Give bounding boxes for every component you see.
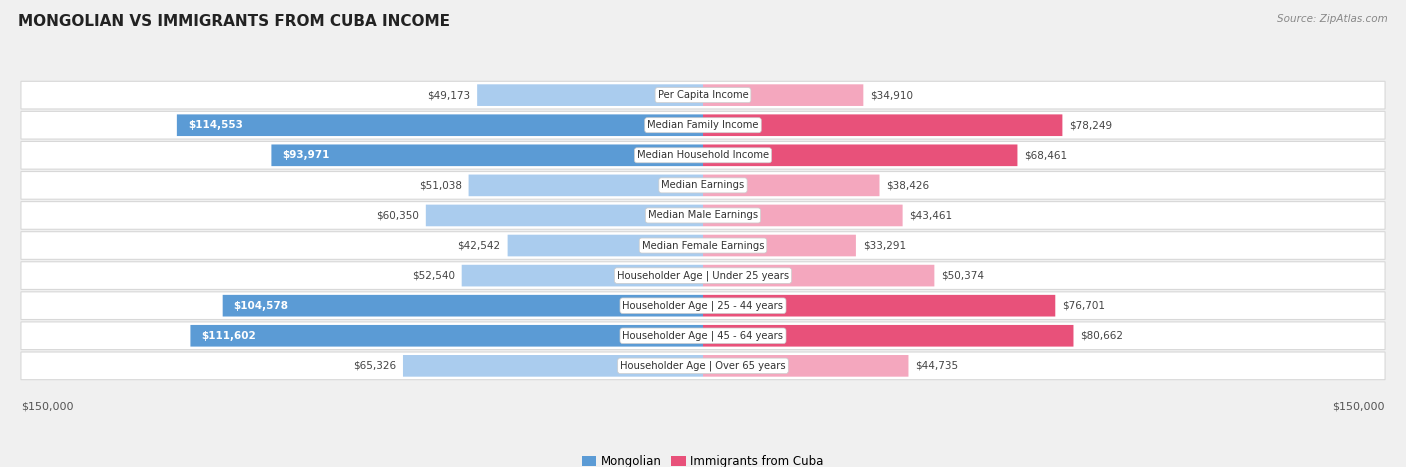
Text: Median Earnings: Median Earnings	[661, 180, 745, 191]
FancyBboxPatch shape	[21, 142, 1385, 169]
FancyBboxPatch shape	[21, 322, 1385, 350]
FancyBboxPatch shape	[21, 171, 1385, 199]
Text: $33,291: $33,291	[863, 241, 905, 250]
Legend: Mongolian, Immigrants from Cuba: Mongolian, Immigrants from Cuba	[578, 450, 828, 467]
FancyBboxPatch shape	[271, 144, 703, 166]
Text: $150,000: $150,000	[21, 402, 73, 411]
Text: $80,662: $80,662	[1080, 331, 1123, 341]
FancyBboxPatch shape	[703, 144, 1018, 166]
Text: $111,602: $111,602	[201, 331, 256, 341]
FancyBboxPatch shape	[703, 85, 863, 106]
Text: $76,701: $76,701	[1062, 301, 1105, 311]
Text: $114,553: $114,553	[188, 120, 243, 130]
FancyBboxPatch shape	[703, 295, 1056, 317]
FancyBboxPatch shape	[703, 355, 908, 377]
Text: $51,038: $51,038	[419, 180, 461, 191]
FancyBboxPatch shape	[703, 205, 903, 226]
FancyBboxPatch shape	[21, 292, 1385, 319]
FancyBboxPatch shape	[426, 205, 703, 226]
FancyBboxPatch shape	[222, 295, 703, 317]
Text: $60,350: $60,350	[375, 211, 419, 220]
Text: $150,000: $150,000	[1333, 402, 1385, 411]
Text: $93,971: $93,971	[283, 150, 330, 160]
Text: Per Capita Income: Per Capita Income	[658, 90, 748, 100]
Text: Householder Age | 45 - 64 years: Householder Age | 45 - 64 years	[623, 331, 783, 341]
Text: Median Male Earnings: Median Male Earnings	[648, 211, 758, 220]
Text: $34,910: $34,910	[870, 90, 914, 100]
FancyBboxPatch shape	[21, 112, 1385, 139]
FancyBboxPatch shape	[461, 265, 703, 286]
Text: Source: ZipAtlas.com: Source: ZipAtlas.com	[1277, 14, 1388, 24]
FancyBboxPatch shape	[508, 235, 703, 256]
FancyBboxPatch shape	[468, 175, 703, 196]
Text: Median Household Income: Median Household Income	[637, 150, 769, 160]
FancyBboxPatch shape	[177, 114, 703, 136]
FancyBboxPatch shape	[703, 265, 935, 286]
Text: MONGOLIAN VS IMMIGRANTS FROM CUBA INCOME: MONGOLIAN VS IMMIGRANTS FROM CUBA INCOME	[18, 14, 450, 29]
Text: $78,249: $78,249	[1070, 120, 1112, 130]
Text: Median Female Earnings: Median Female Earnings	[641, 241, 765, 250]
FancyBboxPatch shape	[21, 232, 1385, 259]
FancyBboxPatch shape	[21, 352, 1385, 380]
Text: $50,374: $50,374	[941, 270, 984, 281]
Text: $68,461: $68,461	[1025, 150, 1067, 160]
Text: $65,326: $65,326	[353, 361, 396, 371]
Text: $38,426: $38,426	[886, 180, 929, 191]
FancyBboxPatch shape	[703, 175, 880, 196]
Text: $42,542: $42,542	[457, 241, 501, 250]
Text: $104,578: $104,578	[233, 301, 288, 311]
FancyBboxPatch shape	[703, 235, 856, 256]
FancyBboxPatch shape	[21, 202, 1385, 229]
FancyBboxPatch shape	[477, 85, 703, 106]
FancyBboxPatch shape	[21, 262, 1385, 290]
Text: Householder Age | Over 65 years: Householder Age | Over 65 years	[620, 361, 786, 371]
FancyBboxPatch shape	[21, 81, 1385, 109]
Text: Householder Age | 25 - 44 years: Householder Age | 25 - 44 years	[623, 300, 783, 311]
Text: $49,173: $49,173	[427, 90, 470, 100]
FancyBboxPatch shape	[404, 355, 703, 377]
FancyBboxPatch shape	[190, 325, 703, 347]
Text: Householder Age | Under 25 years: Householder Age | Under 25 years	[617, 270, 789, 281]
Text: $43,461: $43,461	[910, 211, 953, 220]
Text: Median Family Income: Median Family Income	[647, 120, 759, 130]
Text: $44,735: $44,735	[915, 361, 959, 371]
FancyBboxPatch shape	[703, 325, 1073, 347]
Text: $52,540: $52,540	[412, 270, 454, 281]
FancyBboxPatch shape	[703, 114, 1063, 136]
